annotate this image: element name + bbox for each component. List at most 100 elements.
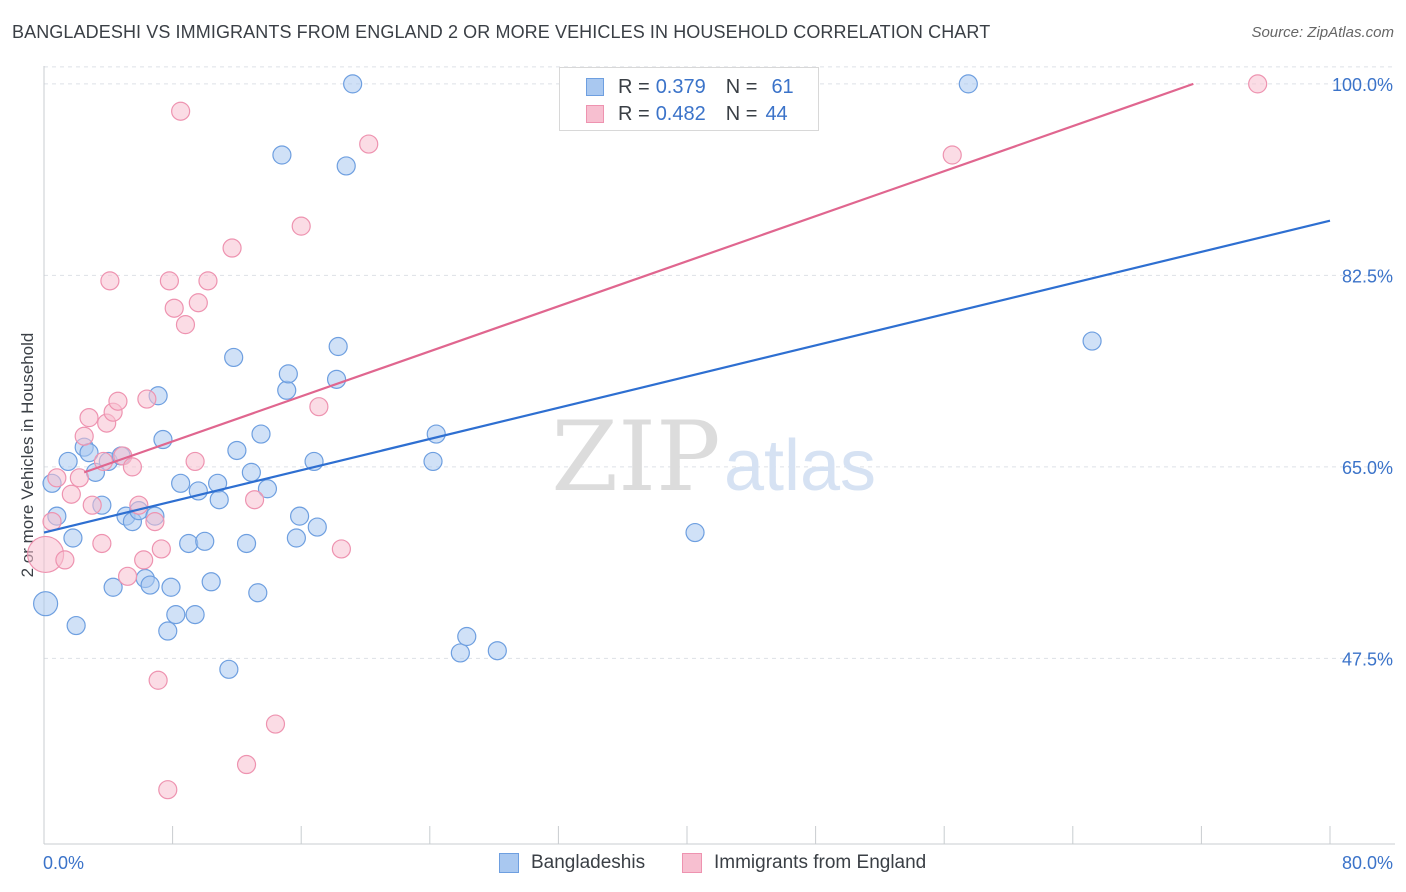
point-england [164,298,184,318]
point-england [79,408,99,428]
y-tick-label: 47.5% [1342,649,1393,669]
point-bangladeshis [328,336,348,357]
point-england [236,754,257,775]
legend-row-england: R = 0.482 N = 44 [586,101,788,127]
point-bangladeshis [63,528,83,548]
legend-r-value: 0.482 [655,102,706,125]
bottom-legend-label-bangladeshis: Bangladeshis [531,852,646,873]
point-bangladeshis [336,156,356,176]
chart-title: BANGLADESHI VS IMMIGRANTS FROM ENGLAND 2… [12,22,991,42]
watermark-zip: ZIP [551,401,720,513]
y-tick-labels: 47.5% 65.0% 82.5% 100.0% [1332,75,1393,670]
point-bangladeshis [241,462,261,482]
point-england [1248,74,1268,94]
legend-r-value: 0.379 [655,75,706,98]
point-england [69,468,89,488]
point-bangladeshis [286,528,306,548]
point-bangladeshis [343,74,363,94]
point-bangladeshis [307,517,327,537]
x-tick-labels: 0.0% 80.0% [43,853,1393,873]
bottom-legend-label-england: Immigrants from England [714,852,927,873]
point-bangladeshis [1082,331,1102,351]
point-bangladeshis [158,621,178,641]
bottom-legend-swatch-england [682,853,702,873]
point-england [122,457,143,477]
legend-n-label: N = [725,75,758,98]
point-bangladeshis [209,490,229,510]
point-bangladeshis [251,424,271,444]
point-england [42,511,62,532]
correlation-legend: R = 0.379 N = 61 R = 0.482 N = 44 [559,67,819,131]
point-bangladeshis [248,583,268,603]
trend-lines [43,82,1331,534]
point-bangladeshis [66,615,86,636]
point-england [100,271,120,291]
point-england [145,511,165,532]
point-england [108,391,128,411]
point-england [55,550,75,570]
point-england [117,566,138,586]
point-bangladeshis [450,643,470,663]
point-england [47,468,67,488]
point-england [942,145,962,165]
point-bangladeshis [289,506,310,526]
point-bangladeshis [277,380,297,400]
point-england [158,780,178,800]
source-credit: Source: ZipAtlas.com [1251,24,1394,41]
y-tick-label: 65.0% [1342,458,1393,478]
point-england [61,484,81,504]
point-england [359,134,379,154]
point-england [244,490,265,510]
legend-n-value: 44 [765,102,788,125]
series-bangladeshis-points [33,74,1102,679]
point-england [171,101,191,121]
bottom-legend-england[interactable]: Immigrants from England [682,852,926,874]
point-bangladeshis [161,577,181,597]
point-england [331,539,351,559]
point-england [151,539,171,559]
point-bangladeshis [219,659,239,679]
legend-r-label: R = [618,102,650,125]
x-tick-label: 0.0% [43,853,84,873]
point-england [134,550,154,570]
point-bangladeshis [140,575,160,595]
point-england [92,533,112,554]
legend-n-label: N = [725,102,758,125]
point-bangladeshis [272,145,292,165]
point-england [82,495,102,515]
point-england [137,389,157,409]
watermark: ZIP atlas [551,401,876,513]
legend-n-value: 61 [771,75,794,98]
point-england [265,714,286,734]
point-bangladeshis [685,522,705,543]
point-bangladeshis [326,369,347,389]
point-bangladeshis [423,451,443,472]
point-england [148,670,168,690]
legend-row-bangladeshis: R = 0.379 N = 61 [586,74,794,100]
trend-line-bangladeshis [43,219,1331,534]
legend-swatch-bangladeshis [586,78,604,96]
point-england [198,271,218,291]
point-england [159,271,179,291]
point-bangladeshis [166,605,186,625]
point-bangladeshis [426,424,446,444]
point-bangladeshis [257,479,278,499]
point-bangladeshis [179,533,199,554]
bottom-legend-bangladeshis[interactable]: Bangladeshis [499,852,645,874]
point-bangladeshis [487,641,507,661]
gridlines [44,66,1395,659]
point-bangladeshis [457,626,477,647]
point-england [175,315,196,335]
legend-r-label: R = [618,75,650,98]
point-bangladeshis [33,591,59,617]
point-england [291,216,311,236]
point-bangladeshis [58,451,78,472]
y-tick-label: 100.0% [1332,75,1393,95]
point-england [222,238,242,258]
point-bangladeshis [195,531,215,551]
bottom-legend-swatch-bangladeshis [499,853,519,873]
point-bangladeshis [227,440,247,461]
point-england [185,451,205,472]
point-bangladeshis [185,605,205,625]
point-bangladeshis [103,577,123,597]
